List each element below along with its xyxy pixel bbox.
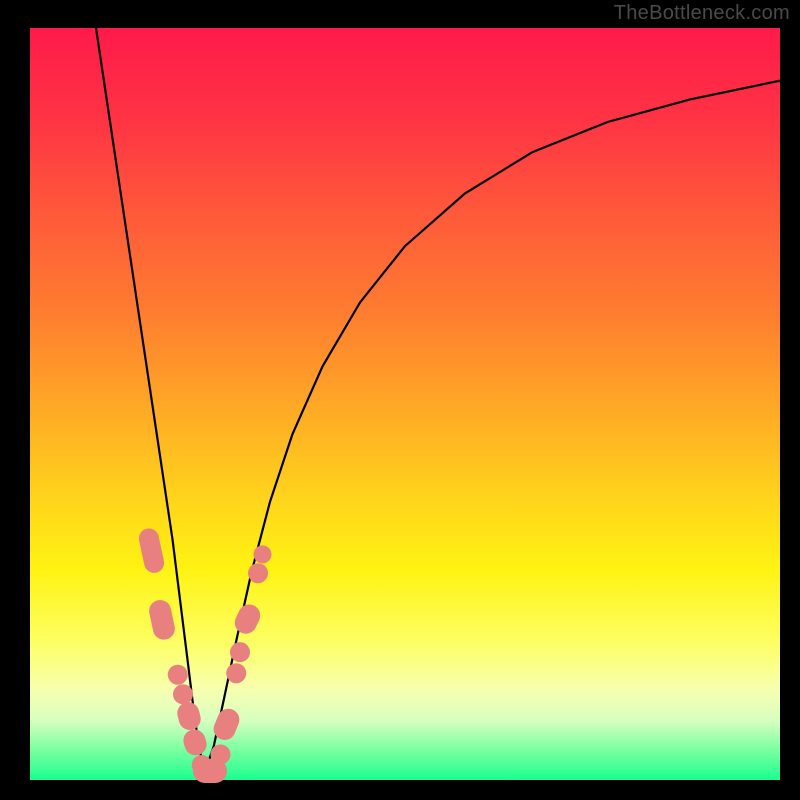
marker-dot [168,665,188,685]
marker-dot [211,744,231,764]
chart-container: TheBottleneck.com [0,0,800,800]
marker-dot [254,545,272,563]
marker-dot [173,684,193,704]
marker-dot [226,663,246,683]
marker-dot [230,642,250,662]
marker-dot [248,563,268,583]
watermark-text: TheBottleneck.com [614,2,790,25]
plot-background [30,28,780,780]
bottleneck-chart [0,0,800,800]
